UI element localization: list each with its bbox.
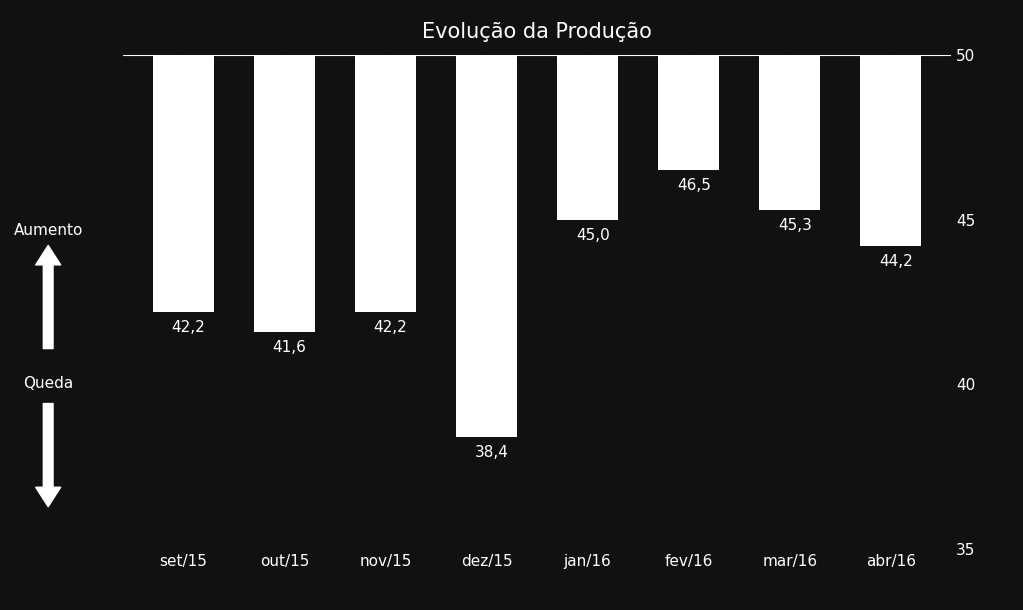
FancyArrowPatch shape [36, 245, 60, 348]
Title: Evolução da Produção: Evolução da Produção [422, 22, 652, 42]
Text: 38,4: 38,4 [475, 445, 508, 460]
Text: 42,2: 42,2 [172, 320, 206, 335]
Bar [153, 55, 214, 312]
Bar [759, 55, 820, 210]
Text: Aumento: Aumento [13, 223, 83, 238]
Text: 41,6: 41,6 [272, 340, 307, 355]
Text: 45,0: 45,0 [576, 228, 610, 243]
Bar [558, 55, 618, 220]
Text: 46,5: 46,5 [677, 179, 711, 193]
Bar [355, 55, 415, 312]
Bar [659, 55, 719, 170]
Bar [254, 55, 315, 332]
FancyArrowPatch shape [36, 404, 60, 507]
Text: 42,2: 42,2 [373, 320, 407, 335]
Bar [860, 55, 921, 246]
Text: 44,2: 44,2 [879, 254, 913, 269]
Bar [456, 55, 517, 437]
Text: Queda: Queda [24, 376, 74, 391]
Text: 45,3: 45,3 [777, 218, 811, 233]
